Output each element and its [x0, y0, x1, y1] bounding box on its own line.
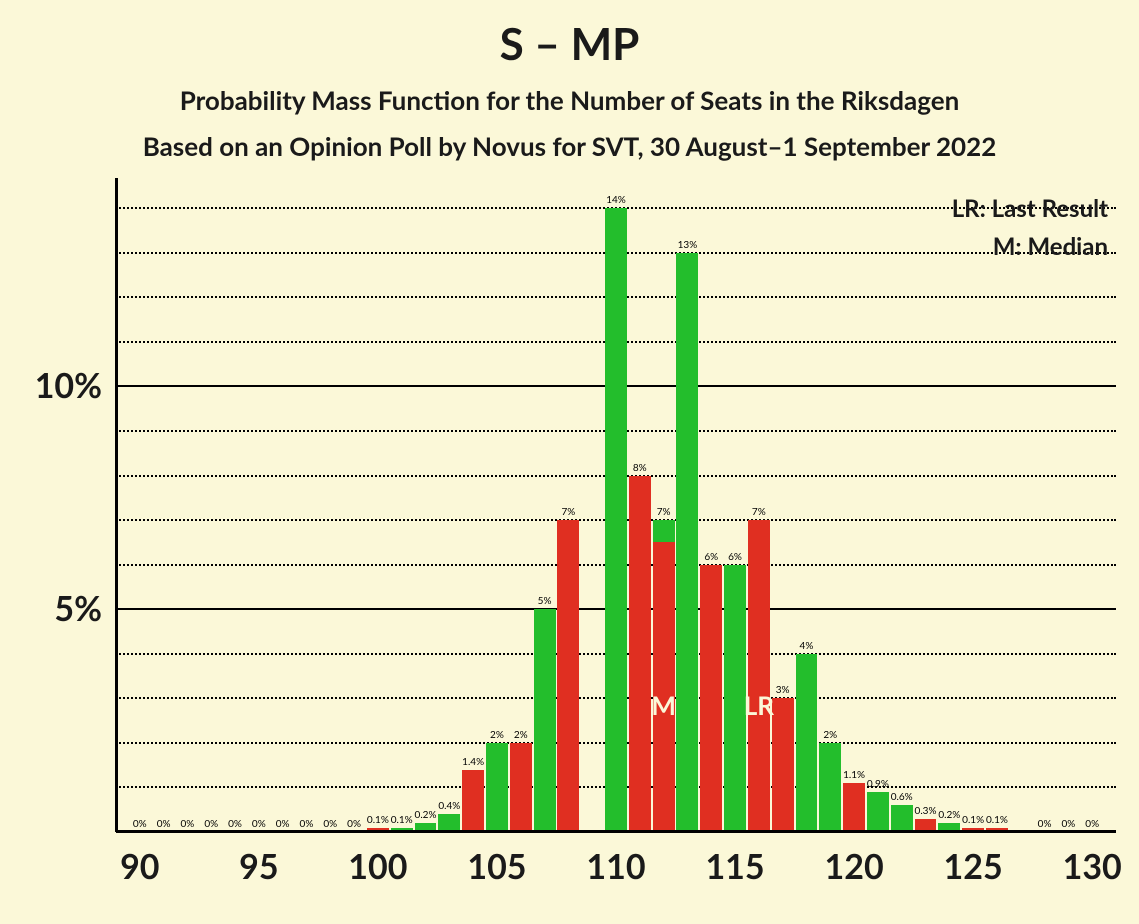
- bar-red: [629, 476, 651, 832]
- chart-subtitle-2: Based on an Opinion Poll by Novus for SV…: [0, 130, 1139, 162]
- x-tick-label: 105: [457, 846, 537, 887]
- bar-green: [605, 208, 627, 832]
- x-tick-label: 90: [100, 846, 180, 887]
- bar-red: [843, 783, 865, 832]
- bar-label: 13%: [667, 239, 707, 251]
- marker-lr: LR: [729, 689, 789, 721]
- bar-red: [510, 743, 532, 832]
- x-tick-label: 100: [338, 846, 418, 887]
- legend-last-result: LR: Last Result: [952, 194, 1108, 223]
- bar-label: 0.6%: [882, 791, 922, 803]
- y-axis: [115, 178, 118, 832]
- bar-label: 0.9%: [858, 778, 898, 790]
- chart-subtitle-1: Probability Mass Function for the Number…: [0, 84, 1139, 116]
- x-tick-label: 110: [576, 846, 656, 887]
- y-tick-label: 5%: [0, 588, 102, 629]
- bar-red: [462, 770, 484, 832]
- bar-label: 7%: [739, 506, 779, 518]
- bar-green: [796, 654, 818, 832]
- bar-green: [486, 743, 508, 832]
- x-tick-label: 130: [1052, 846, 1132, 887]
- x-tick-label: 95: [219, 846, 299, 887]
- bar-red: [700, 565, 722, 832]
- y-tick-label: 10%: [0, 365, 102, 406]
- plot-area: 0%0%0%0%0%0%0%0%0%0%0.1%0.1%0.2%0.4%1.4%…: [116, 186, 1116, 832]
- bar-label: 4%: [786, 640, 826, 652]
- bar-label: 8%: [620, 462, 660, 474]
- x-tick-label: 115: [695, 846, 775, 887]
- x-tick-label: 120: [814, 846, 894, 887]
- bar-label: 0.1%: [977, 814, 1017, 826]
- legend-median: M: Median: [993, 232, 1108, 261]
- bar-red: [653, 542, 675, 832]
- bar-green: [534, 609, 556, 832]
- bar-label: 0%: [1072, 818, 1112, 830]
- x-axis: [116, 830, 1116, 833]
- bar-label: 14%: [596, 194, 636, 206]
- bar-label: 2%: [810, 729, 850, 741]
- x-tick-label: 125: [933, 846, 1013, 887]
- bar-red: [748, 520, 770, 832]
- bar-green: [676, 253, 698, 832]
- bar-red: [557, 520, 579, 832]
- bar-label: 7%: [548, 506, 588, 518]
- chart-container: © 2022 Filip van Laenen S – MP Probabili…: [0, 0, 1139, 924]
- marker-m: M: [634, 689, 694, 721]
- chart-title: S – MP: [0, 18, 1139, 70]
- bar-green: [819, 743, 841, 832]
